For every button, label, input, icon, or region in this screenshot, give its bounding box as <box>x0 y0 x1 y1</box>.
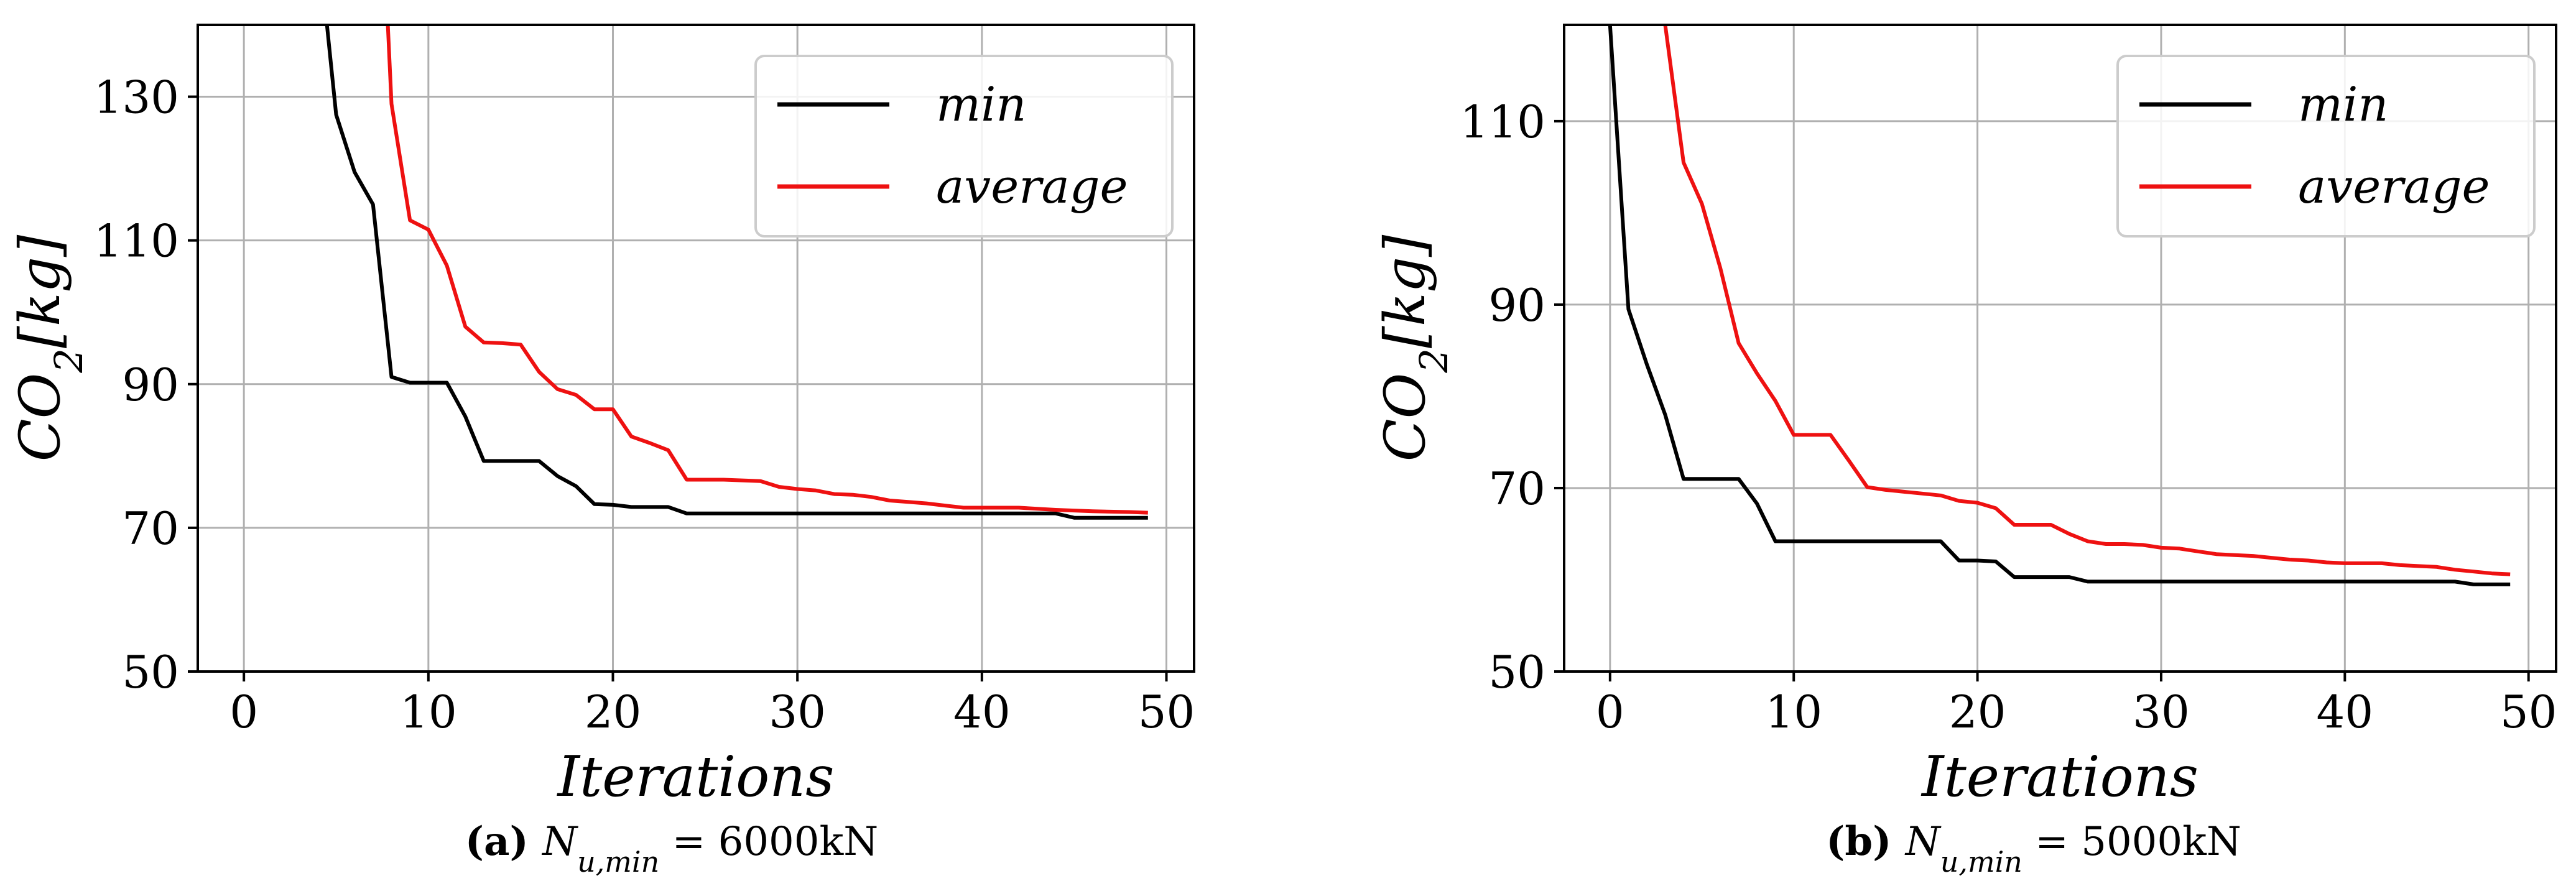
y-tick-label: 50 <box>122 646 179 698</box>
legend-label-min: min <box>2298 76 2388 132</box>
plot-frame <box>197 24 1195 673</box>
y-tick-label: 90 <box>122 359 179 411</box>
legend: min average <box>2116 55 2536 238</box>
x-tick-label: 40 <box>953 686 1011 738</box>
y-tick-label: 90 <box>1488 279 1545 331</box>
y-tick-label: 130 <box>94 72 179 124</box>
series-line-min <box>325 25 1148 520</box>
legend: min average <box>754 55 1174 238</box>
x-tick-label: 40 <box>2317 686 2374 738</box>
series-line-average <box>1663 25 2511 576</box>
y-axis-label: CO2[kg] <box>7 234 91 461</box>
legend-label-min: min <box>936 76 1026 132</box>
x-tick-label: 20 <box>1949 686 2006 738</box>
panel-caption: (b) Nu,min = 5000kN <box>1826 818 2241 879</box>
legend-box <box>2116 55 2536 238</box>
legend-box <box>754 55 1174 238</box>
chart-panel-a: 0 10 20 30 40 50 50 70 90 110 130 Iterations CO2[kg]… <box>7 24 1195 879</box>
panel-caption: (a) Nu,min = 6000kN <box>465 818 879 879</box>
x-tick-label: 30 <box>2133 686 2190 738</box>
legend-label-average: average <box>936 159 1128 214</box>
series-line-average <box>386 25 1148 515</box>
y-tick-label: 110 <box>1460 96 1545 148</box>
series-line-min <box>1608 25 2511 586</box>
y-tick-label: 110 <box>94 215 179 267</box>
x-axis-label: Iterations <box>1920 744 2198 810</box>
y-tick-label: 50 <box>1488 646 1545 698</box>
x-tick-label: 0 <box>229 686 258 738</box>
x-tick-label: 20 <box>585 686 642 738</box>
plot-frame <box>1563 24 2557 673</box>
x-tick-label: 50 <box>2500 686 2557 738</box>
x-tick-label: 10 <box>1765 686 1822 738</box>
legend-label-average: average <box>2298 159 2490 214</box>
y-axis-label: CO2[kg] <box>1373 234 1457 461</box>
x-tick-label: 0 <box>1596 686 1624 738</box>
x-tick-label: 30 <box>769 686 826 738</box>
x-axis-label: Iterations <box>557 744 835 810</box>
x-tick-label: 10 <box>400 686 457 738</box>
chart-panel-b: 0 10 20 30 40 50 50 70 90 110 Iterations CO2[kg] min… <box>1373 24 2557 879</box>
x-tick-label: 50 <box>1138 686 1195 738</box>
y-tick-label: 70 <box>1488 463 1545 515</box>
y-tick-label: 70 <box>122 502 179 555</box>
